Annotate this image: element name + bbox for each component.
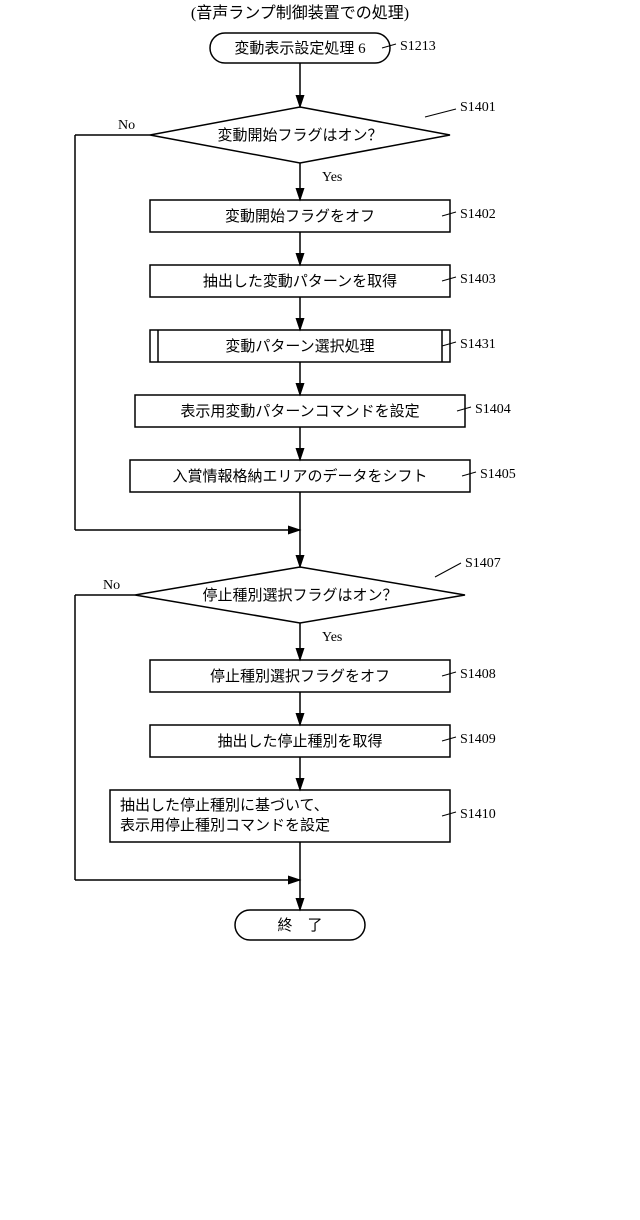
diagram-title: (音声ランプ制御装置での処理) [191,4,409,22]
step-label: S1405 [480,467,516,482]
step-label: S1401 [460,100,496,115]
flowchart-diagram: (音声ランプ制御装置での処理) 変動表示設定処理 6 S1213 変動開始フラグはオン… [0,0,640,1220]
step-label: S1409 [460,732,496,747]
no-label: No [118,118,135,133]
svg-text:抽出した変動パターンを取得: 抽出した変動パターンを取得 [203,273,397,290]
step-label: S1404 [475,402,511,417]
step-label: S1408 [460,667,496,682]
step-label: S1431 [460,337,496,352]
step-label: S1402 [460,207,496,222]
svg-text:停止種別選択フラグをオフ: 停止種別選択フラグをオフ [210,668,390,685]
svg-text:停止種別選択フラグはオン？: 停止種別選択フラグはオン？ [202,587,397,604]
svg-text:変動パターン選択処理: 変動パターン選択処理 [225,338,374,355]
step-label: S1407 [465,556,501,571]
step-label: S1213 [400,39,436,54]
svg-text:抽出した停止種別を取得: 抽出した停止種別を取得 [217,733,382,750]
yes-label: Yes [322,170,342,185]
no-label: No [103,578,120,593]
end-label: 終 了 [277,917,322,934]
svg-text:表示用変動パターンコマンドを設定: 表示用変動パターンコマンドを設定 [180,403,419,420]
svg-text:変動開始フラグをオフ: 変動開始フラグをオフ [225,208,375,225]
svg-text:抽出した停止種別に基づいて、: 抽出した停止種別に基づいて、 [120,797,329,814]
svg-text:変動開始フラグはオン？: 変動開始フラグはオン？ [217,127,382,144]
step-label: S1410 [460,807,496,822]
svg-text:表示用停止種別コマンドを設定: 表示用停止種別コマンドを設定 [120,817,330,834]
yes-label: Yes [322,630,342,645]
start-label: 変動表示設定処理 6 [234,40,366,57]
svg-text:入賞情報格納エリアのデータをシフト: 入賞情報格納エリアのデータをシフト [172,467,427,485]
step-label: S1403 [460,272,496,287]
